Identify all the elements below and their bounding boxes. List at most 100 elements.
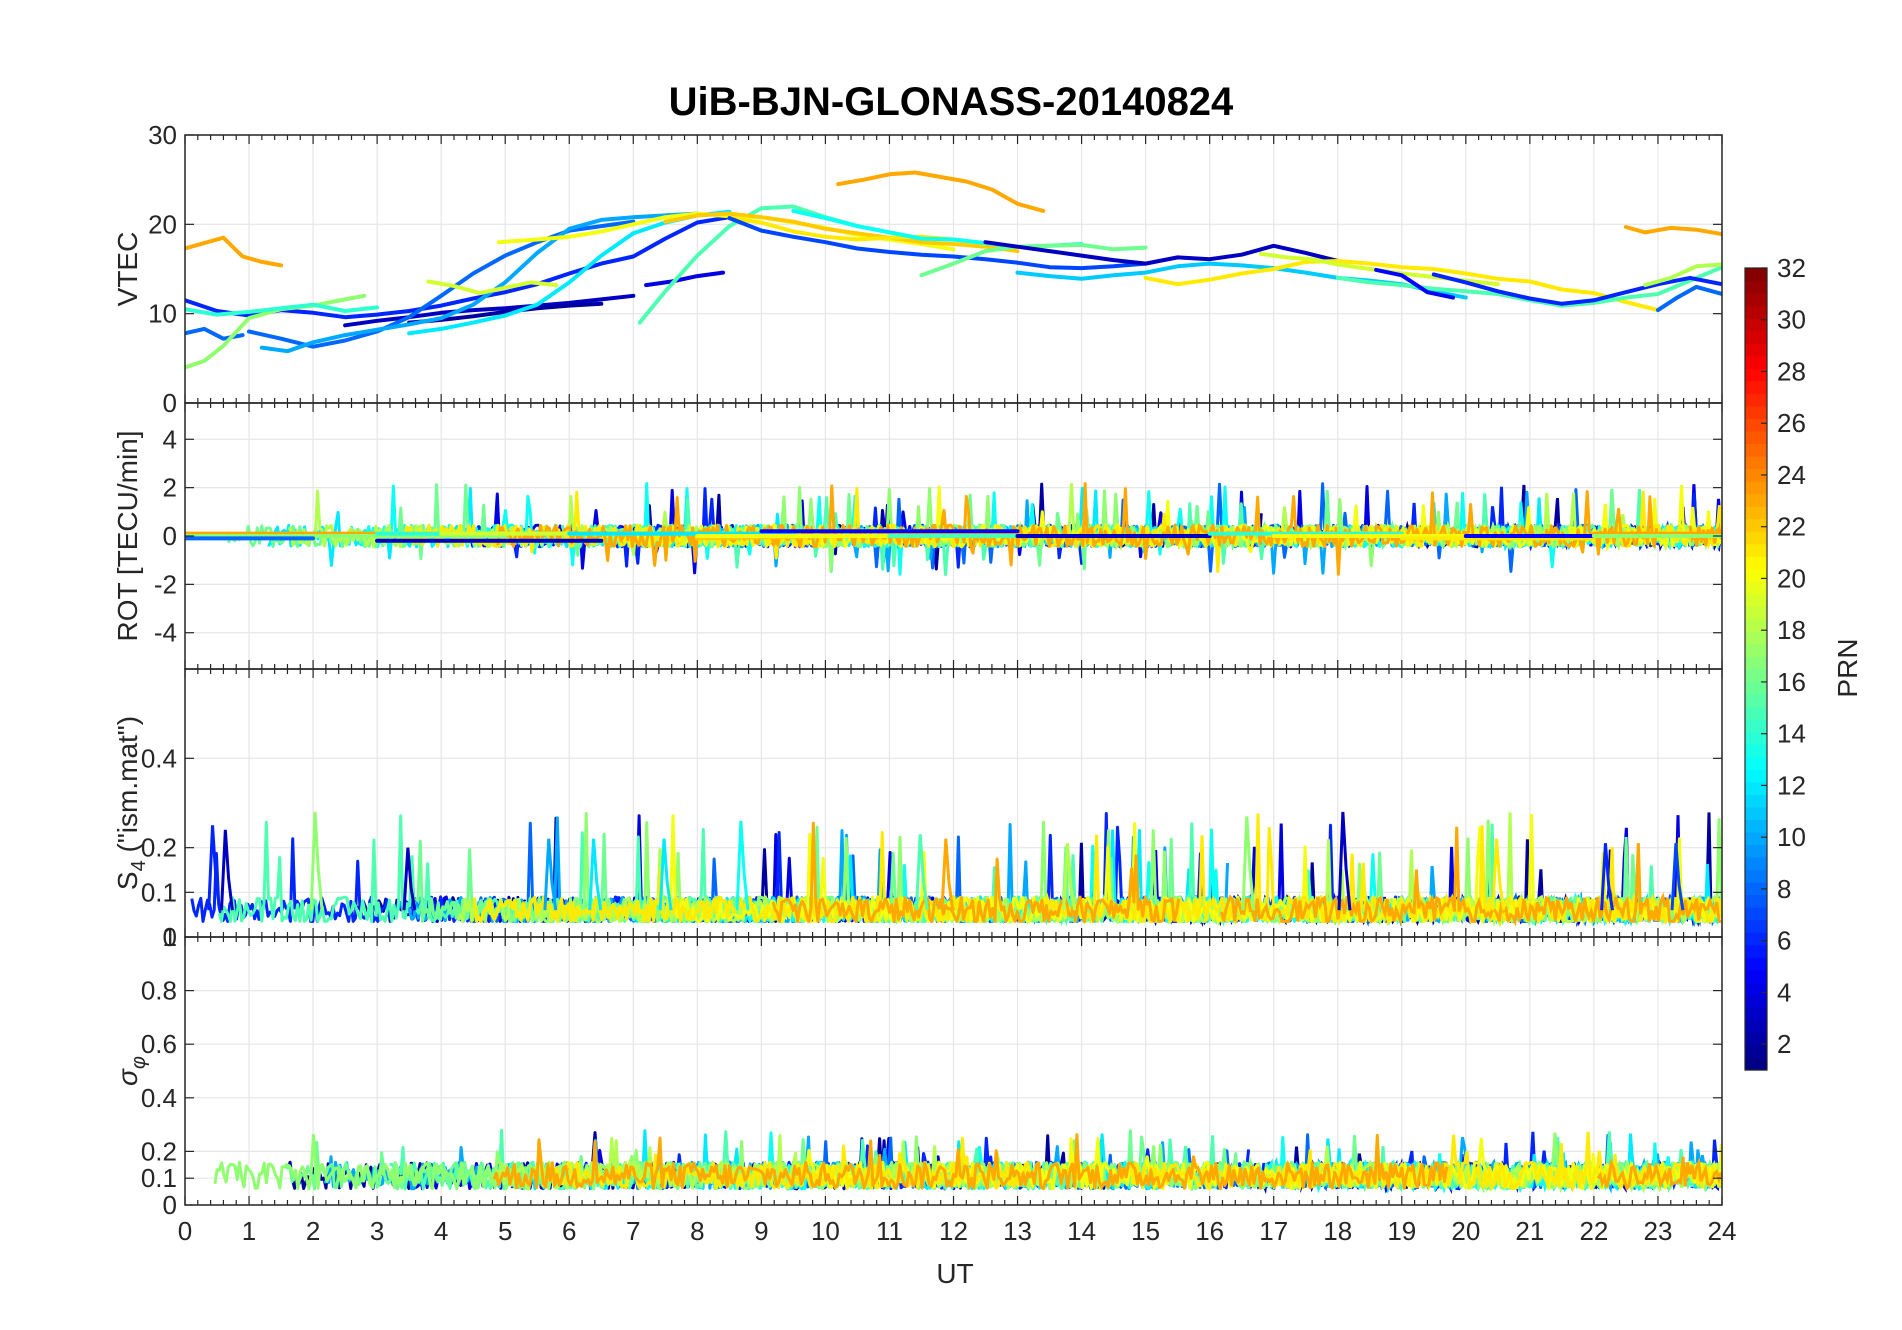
colorbar-segment (1745, 493, 1767, 507)
x-tick-label: 4 (434, 1216, 448, 1246)
y-tick-label: 0.2 (141, 833, 177, 863)
colorbar-segment (1745, 518, 1767, 532)
colorbar-segment (1745, 593, 1767, 607)
x-tick-label: 19 (1387, 1216, 1416, 1246)
colorbar-segment (1745, 268, 1767, 282)
x-tick-label: 9 (754, 1216, 768, 1246)
s4-peak-7 (735, 820, 750, 911)
colorbar-segment (1745, 330, 1767, 344)
x-tick-label: 17 (1259, 1216, 1288, 1246)
x-tick-label: 1 (242, 1216, 256, 1246)
s4-peak-4 (543, 838, 558, 911)
noise-trace-prn-23-b (1596, 1156, 1722, 1192)
vtec-series-prn-7-19 (727, 216, 1148, 271)
x-tick-label: 12 (939, 1216, 968, 1246)
colorbar-tick-label: 30 (1777, 305, 1806, 335)
x-tick-label: 15 (1131, 1216, 1160, 1246)
colorbar-segment (1745, 556, 1767, 570)
x-tick-label: 0 (178, 1216, 192, 1246)
y-tick-label: 0.4 (141, 743, 177, 773)
y-tick-label: 0 (163, 922, 177, 952)
noise-trace-prn-23 (492, 1133, 1449, 1191)
x-tick-label: 6 (562, 1216, 576, 1246)
data-layer (213, 1128, 1722, 1195)
colorbar-segment (1745, 982, 1767, 996)
y-tick-label: 0.2 (141, 1136, 177, 1166)
colorbar-segment (1745, 380, 1767, 394)
colorbar-segment (1745, 1032, 1767, 1046)
colorbar-segment (1745, 631, 1767, 645)
colorbar-segment (1745, 405, 1767, 419)
x-tick-label: 24 (1708, 1216, 1737, 1246)
colorbar-segment (1745, 581, 1767, 595)
y-tick-label: 0.1 (141, 877, 177, 907)
colorbar-tick-label: 24 (1777, 460, 1806, 490)
s4-peak-11 (1241, 816, 1256, 911)
s4-peak-8 (914, 834, 929, 911)
colorbar-segment (1745, 969, 1767, 983)
vtec-series-prn-4-6 (644, 270, 725, 288)
colorbar-segment (1745, 355, 1767, 369)
colorbar-segment (1745, 819, 1767, 833)
vtec-series-prn-6-26 (1431, 272, 1722, 306)
colorbar-segment (1745, 681, 1767, 695)
colorbar-segment (1745, 806, 1767, 820)
s4-peak-1 (220, 829, 234, 911)
colorbar-tick-label: 20 (1777, 563, 1806, 593)
y-tick-label: 30 (148, 120, 177, 150)
colorbar-tick-label: 14 (1777, 719, 1806, 749)
colorbar-segment (1745, 393, 1767, 407)
colorbar-segment (1745, 856, 1767, 871)
colorbar-tick-label: 10 (1777, 822, 1806, 852)
vtec-series-prn-16-20 (919, 242, 1148, 278)
vtec-series-prn-22-16 (663, 211, 1020, 254)
colorbar-frame (1744, 267, 1768, 1071)
s4-peak-5 (588, 838, 603, 911)
colorbar-segment (1745, 468, 1767, 482)
colorbar-tick-label: 26 (1777, 408, 1806, 438)
s4-peak-6 (658, 838, 673, 911)
colorbar-tick-label: 16 (1777, 667, 1806, 697)
x-tick-label: 8 (690, 1216, 704, 1246)
y-tick-label: 4 (163, 424, 177, 454)
vtec-series-prn-23-1 (836, 170, 1046, 213)
colorbar-segment (1745, 694, 1767, 708)
vtec-series-prn-8-28 (1656, 284, 1722, 313)
colorbar-segment (1745, 794, 1767, 808)
x-tick-label: 21 (1515, 1216, 1544, 1246)
colorbar-tick-label: 2 (1777, 1029, 1791, 1059)
vtec-series-prn-3-4 (343, 293, 636, 328)
chart-title: UiB-BJN-GLONASS-20140824 (669, 80, 1234, 124)
colorbar-segment (1745, 418, 1767, 432)
s4-peak-10 (1062, 843, 1077, 911)
colorbar-segment (1745, 869, 1767, 883)
y-tick-label: 1 (163, 922, 177, 952)
colorbar-segment (1745, 831, 1767, 846)
colorbar-segment (1745, 280, 1767, 294)
colorbar-segment (1745, 844, 1767, 858)
colorbar-segment (1745, 756, 1767, 770)
noise-trace-prn-21 (538, 1136, 1036, 1191)
colorbar-segment (1745, 343, 1767, 357)
x-tick-label: 16 (1195, 1216, 1224, 1246)
noise-trace-prn-23-b (1219, 826, 1722, 927)
colorbar-segment (1745, 305, 1767, 319)
colorbar-segment (1745, 706, 1767, 720)
data-layer (185, 170, 1722, 370)
colorbar-tick-label: 12 (1777, 770, 1806, 800)
s4-peak-13 (1491, 838, 1506, 911)
y-tick-label: 2 (163, 473, 177, 503)
s4-peak-15 (1670, 843, 1685, 911)
panel-s4: 0 0.1 0.2 0.4 1 S4 ("ism.mat") (112, 668, 1723, 952)
colorbar-segment (1745, 643, 1767, 658)
colorbar-segment (1745, 1057, 1767, 1071)
vtec-series-prn-23-0 (185, 235, 284, 268)
s4-peak-14 (1600, 843, 1614, 911)
y-axis-label-s4: S4 ("ism.mat") (112, 716, 150, 890)
vtec-series-prn-19-14 (426, 279, 559, 296)
colorbar-tick-label: 28 (1777, 356, 1806, 386)
s4-peak-3 (402, 847, 417, 911)
colorbar-segment (1745, 455, 1767, 470)
noise-trace-prn-23 (771, 821, 1181, 923)
